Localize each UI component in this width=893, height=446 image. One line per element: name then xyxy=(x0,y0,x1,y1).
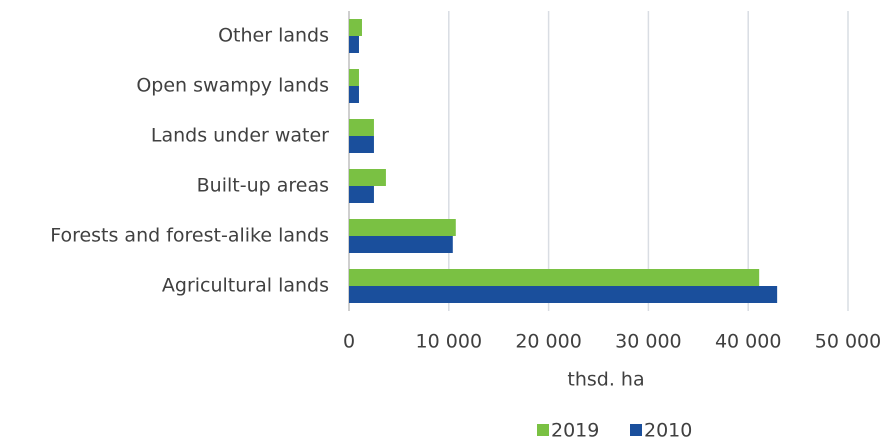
x-axis-title: thsd. ha xyxy=(567,369,644,391)
legend-label: 2010 xyxy=(644,420,692,442)
x-tick-label: 50 000 xyxy=(815,331,881,353)
x-tick-label: 10 000 xyxy=(416,331,482,353)
bar xyxy=(349,186,374,203)
legend-swatch xyxy=(537,424,549,436)
y-tick-label: Other lands xyxy=(218,25,329,47)
bar xyxy=(349,169,386,186)
y-tick-label: Forests and forest-alike lands xyxy=(50,225,329,247)
bar xyxy=(349,19,362,36)
x-tick-label: 30 000 xyxy=(615,331,681,353)
y-tick-label: Agricultural lands xyxy=(162,275,329,297)
y-tick-label: Built-up areas xyxy=(197,175,329,197)
bar xyxy=(349,269,760,286)
bar xyxy=(349,69,359,86)
y-tick-label: Open swampy lands xyxy=(136,75,329,97)
bar xyxy=(349,86,359,103)
bar xyxy=(349,219,456,236)
bar xyxy=(349,36,359,53)
bar xyxy=(349,119,374,136)
x-tick-label: 20 000 xyxy=(515,331,581,353)
legend-label: 2019 xyxy=(551,420,599,442)
bar xyxy=(349,236,453,253)
bar xyxy=(349,286,778,303)
y-tick-label: Lands under water xyxy=(151,125,329,147)
x-tick-label: 40 000 xyxy=(715,331,781,353)
x-tick-label: 0 xyxy=(343,331,355,353)
bar xyxy=(349,136,374,153)
legend-swatch xyxy=(630,424,642,436)
